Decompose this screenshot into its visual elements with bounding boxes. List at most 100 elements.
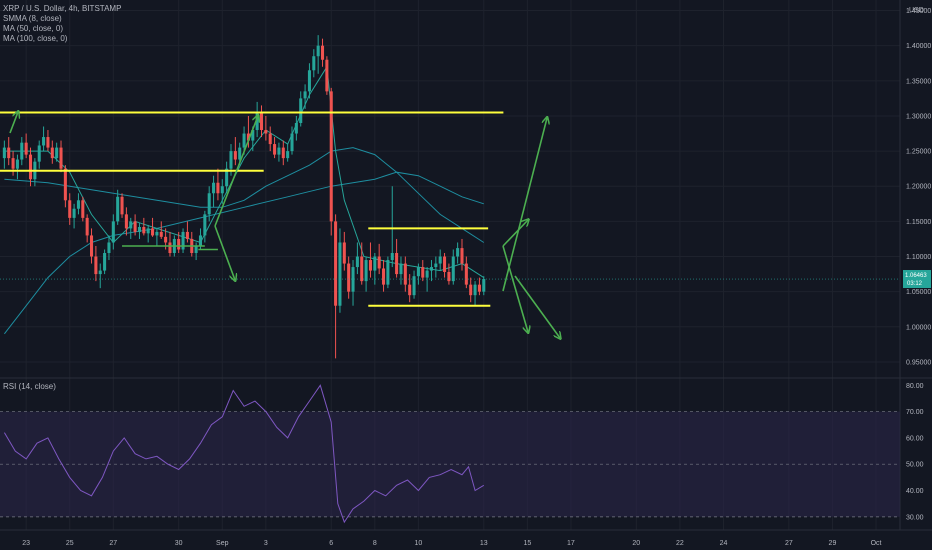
candle [159,221,163,239]
time-tick-label: 29 [829,540,837,547]
candle-body [76,200,80,209]
candle-body [460,248,464,264]
candlestick-series [0,35,900,359]
rsi-axis[interactable]: 80.00 70.00 60.00 50.00 40.00 30.00 [906,383,924,522]
candle [68,193,72,225]
candle-body [382,268,386,285]
candle [390,186,394,268]
candle [15,154,19,180]
time-tick-label: 17 [567,540,575,547]
candle-body [81,200,85,218]
candle [364,256,368,292]
candle-body [107,242,111,254]
candle-body [251,130,255,141]
candle-body [225,168,229,187]
rsi-line [3,384,485,524]
candle [146,224,150,243]
candle-body [151,228,155,236]
candle-body [212,182,216,194]
time-axis[interactable]: 23 25 27 30 Sep 3 6 8 10 13 15 17 20 22 24 27 29 Oct [22,540,881,547]
candle-body [103,253,107,271]
candle [90,228,94,264]
candle-body [451,256,455,282]
projection-arrow [502,118,547,292]
time-tick-label: 15 [523,540,531,547]
candle [460,238,464,271]
candle [233,137,237,166]
candle-body [116,196,120,222]
candle [290,126,294,155]
candle-body [259,112,264,131]
candle-body [299,98,303,123]
ma100-line [4,171,484,335]
candle [142,217,146,236]
candle [429,260,434,282]
candle-body [68,200,72,218]
candle [316,35,320,74]
candle [408,274,412,303]
price-tick-label: 1.40000 [906,43,931,50]
candle-body [133,221,137,232]
candle-body [399,263,403,275]
candle [85,214,89,243]
candle-body [216,182,220,194]
indicator-ma50[interactable]: MA (50, close, 0) [3,24,64,33]
time-tick-label: 22 [676,540,684,547]
candle [63,165,67,208]
candle [120,193,124,218]
candle-body [347,263,351,292]
candle [111,214,115,250]
time-tick-label: 24 [720,540,728,547]
candle [155,228,159,246]
candle [286,144,290,162]
candle [46,130,50,152]
candle [377,243,381,275]
candle [443,253,447,278]
candle [7,137,11,166]
candle-body [7,147,11,159]
candle [434,256,438,278]
candle [42,126,46,152]
projection-arrow [502,245,528,332]
candle [129,217,133,239]
indicator-ma100[interactable]: MA (100, close, 0) [3,34,68,43]
candle-body [342,242,346,264]
candle [259,105,264,138]
candle [116,189,120,225]
rsi-tick-label: 70.00 [906,409,924,416]
symbol-title: XRP / U.S. Dollar, 4h, BITSTAMP [3,4,122,13]
candle-body [63,168,67,201]
candle-body [416,267,420,277]
candle-body [246,133,250,141]
candle [94,245,98,282]
candle-body [37,145,41,162]
rsi-label[interactable]: RSI (14, close) [3,382,56,391]
candle-body [403,263,407,285]
price-tick-label: 1.15000 [906,219,931,226]
time-tick-label: 10 [415,540,423,547]
candle-body [94,256,98,275]
candle [24,133,28,159]
current-price-countdown: 03:12 [907,281,923,287]
candle [20,137,24,166]
candle [28,147,33,187]
indicator-smma[interactable]: SMMA (8, close) [3,14,62,23]
price-tick-label: 1.45000 [906,8,931,15]
candle-body [373,256,377,271]
time-tick-label: 23 [22,540,30,547]
candle-body [155,231,159,236]
price-axis[interactable]: 1.45000 1.40000 1.35000 1.30000 1.25000 1.200… [906,8,931,366]
candle-body [28,154,33,180]
candle [225,161,229,194]
candle [103,249,107,275]
candle-body [473,284,477,296]
candle-body [120,196,124,215]
candle [181,228,185,254]
time-tick-label: 20 [632,540,640,547]
price-tick-label: 1.35000 [906,78,931,85]
candle-body [434,263,438,268]
candle-body [386,260,390,285]
candle [264,115,268,141]
candle-body [194,245,198,254]
